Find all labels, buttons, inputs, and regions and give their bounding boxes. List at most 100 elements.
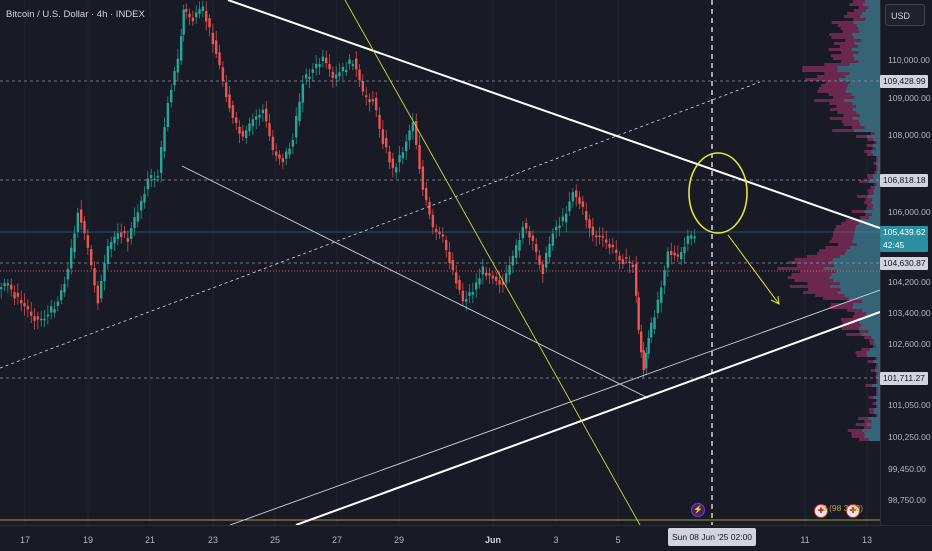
candle bbox=[278, 154, 281, 159]
candle bbox=[163, 127, 166, 152]
volume-profile-bar-teal bbox=[877, 378, 880, 381]
current-price-label: 105,439.62 bbox=[880, 226, 928, 239]
volume-profile-bar-teal bbox=[869, 348, 880, 351]
volume-profile-bar-teal bbox=[829, 261, 880, 264]
price-tick: 110,000.00 bbox=[888, 55, 930, 65]
candle bbox=[645, 352, 648, 369]
candle bbox=[408, 130, 411, 141]
candle bbox=[110, 242, 113, 250]
price-tick: 101,050.00 bbox=[888, 400, 931, 410]
descending-trendline[interactable] bbox=[227, 0, 880, 229]
descending-thin-line[interactable] bbox=[181, 165, 649, 399]
date-tick: 17 bbox=[19, 535, 31, 545]
candle bbox=[66, 269, 70, 280]
date-tick: 27 bbox=[331, 535, 343, 545]
volume-profile-bar-teal bbox=[838, 78, 880, 81]
volume-profile-bar-teal bbox=[857, 45, 880, 48]
volume-profile-bar-teal bbox=[854, 234, 880, 237]
currency-button[interactable]: USD bbox=[885, 4, 925, 26]
candle bbox=[195, 12, 198, 18]
candle bbox=[166, 103, 170, 128]
volume-profile-bar-teal bbox=[859, 321, 880, 324]
candle bbox=[441, 234, 445, 237]
price-tick: 103,400.00 bbox=[888, 308, 931, 318]
yellow-circle-highlight[interactable] bbox=[688, 152, 748, 234]
candle bbox=[368, 99, 371, 103]
candle bbox=[361, 81, 365, 92]
candle bbox=[16, 292, 20, 297]
yellow-trendline[interactable] bbox=[344, 0, 641, 525]
lightning-icon[interactable]: ⚡ bbox=[691, 503, 705, 517]
candle bbox=[468, 292, 471, 296]
us-flag-icon[interactable]: ✚ bbox=[846, 504, 860, 518]
countdown-label: 42:45 bbox=[880, 239, 928, 252]
candle bbox=[33, 316, 36, 321]
chart-title[interactable]: Bitcoin / U.S. Dollar · 4h · INDEX bbox=[6, 9, 145, 20]
candle bbox=[338, 72, 341, 77]
candle bbox=[150, 175, 153, 178]
time-axis[interactable] bbox=[0, 525, 932, 551]
price-tick: 102,600.00 bbox=[888, 339, 931, 349]
chart-area[interactable]: Bitcoin / U.S. Dollar · 4h · INDEX ⚡ ✚ ✚… bbox=[0, 0, 880, 525]
date-tick: 25 bbox=[269, 535, 281, 545]
ascending-thin-line[interactable] bbox=[229, 289, 880, 525]
volume-profile-bar-teal bbox=[845, 75, 880, 78]
candle bbox=[198, 9, 201, 14]
volume-profile-bar-teal bbox=[874, 339, 880, 342]
candle bbox=[595, 235, 598, 238]
candle bbox=[348, 59, 351, 64]
volume-profile-bar-teal bbox=[871, 198, 880, 201]
volume-profile-bar-teal bbox=[849, 63, 880, 66]
candle bbox=[258, 114, 261, 118]
volume-profile-bar-teal bbox=[868, 6, 880, 9]
volume-profile-bar-teal bbox=[877, 357, 880, 360]
candle bbox=[173, 71, 176, 86]
candle bbox=[100, 281, 103, 299]
candle bbox=[208, 18, 211, 28]
volume-profile-bar-teal bbox=[866, 135, 880, 138]
volume-profile-bar-teal bbox=[850, 81, 880, 84]
candle bbox=[485, 272, 488, 276]
candle bbox=[431, 214, 435, 228]
candle bbox=[86, 235, 90, 248]
candle bbox=[185, 8, 188, 12]
volume-profile-bar-teal bbox=[871, 384, 880, 387]
drawings[interactable] bbox=[0, 0, 880, 525]
volume-profile-bar-teal bbox=[863, 3, 880, 6]
ascending-thick-line[interactable] bbox=[295, 311, 880, 525]
date-tick-month: Jun bbox=[484, 535, 502, 545]
volume-profile-bar-teal bbox=[875, 147, 880, 150]
candle bbox=[525, 222, 528, 229]
candle bbox=[285, 151, 288, 159]
candle bbox=[511, 255, 515, 266]
candle bbox=[605, 239, 608, 243]
volume-profile-bar-teal bbox=[877, 405, 880, 408]
candle bbox=[120, 232, 123, 238]
candle bbox=[445, 240, 448, 251]
yellow-arrow-shaft[interactable] bbox=[727, 234, 780, 305]
candle bbox=[690, 235, 693, 239]
date-tick: 19 bbox=[82, 535, 94, 545]
price-chart[interactable] bbox=[0, 0, 880, 525]
volume-profile-bar-teal bbox=[858, 318, 880, 321]
candle bbox=[551, 233, 555, 246]
candle bbox=[521, 227, 525, 239]
volume-profile-bar-teal bbox=[877, 381, 880, 384]
candle bbox=[635, 263, 638, 296]
candle bbox=[228, 94, 231, 109]
candle bbox=[271, 136, 275, 150]
candle bbox=[268, 123, 271, 137]
volume-profile-bar-teal bbox=[854, 57, 880, 60]
candle bbox=[201, 6, 205, 12]
us-flag-icon[interactable]: ✚ bbox=[814, 504, 828, 518]
volume-profile-bar-teal bbox=[877, 387, 880, 390]
volume-profile-bar-teal bbox=[846, 87, 880, 90]
candle bbox=[686, 235, 690, 244]
volume-profile-bar-teal bbox=[853, 54, 880, 57]
candle bbox=[335, 74, 338, 79]
candle bbox=[70, 247, 73, 269]
candle bbox=[143, 193, 146, 203]
price-tick: 100,250.00 bbox=[888, 432, 931, 442]
candle bbox=[375, 97, 378, 111]
volume-profile-bar-teal bbox=[858, 60, 880, 63]
